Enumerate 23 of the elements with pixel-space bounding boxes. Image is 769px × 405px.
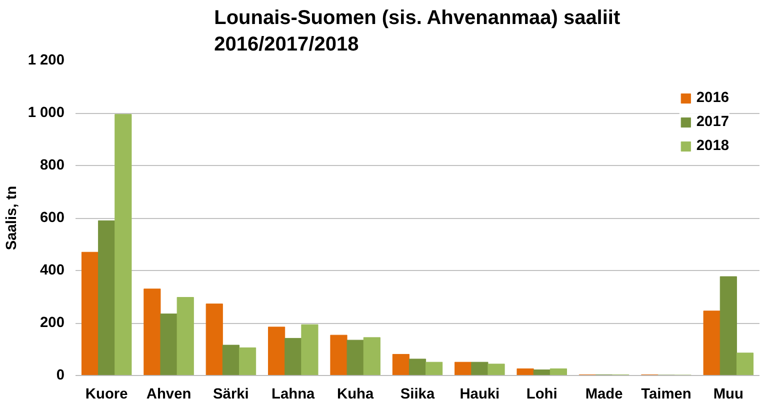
x-tick-label: Made <box>585 386 623 402</box>
x-tick-label: Hauki <box>460 386 500 402</box>
x-tick-label: Kuha <box>337 386 374 402</box>
chart-title: Lounais-Suomen (sis. Ahvenanmaa) saaliit 2016/2017/2018 <box>214 7 620 56</box>
y-tick-label: 800 <box>40 158 65 174</box>
y-tick-label: 1 200 <box>28 52 65 68</box>
x-tick-label: Lohi <box>526 386 558 402</box>
x-tick-label: Muu <box>713 386 744 402</box>
x-tick-label: Kuore <box>85 386 128 402</box>
y-tick-label: 1 000 <box>28 105 65 121</box>
legend-label: 2017 <box>696 114 729 130</box>
y-tick-label: 600 <box>40 210 65 226</box>
legend-label: 2016 <box>696 90 729 106</box>
x-tick-label: Lahna <box>272 386 316 402</box>
x-tick-label: Särki <box>213 386 249 402</box>
legend-label: 2018 <box>696 138 729 154</box>
x-tick-label: Taimen <box>641 386 692 402</box>
x-tick-label: Siika <box>400 386 436 402</box>
y-tick-label: 200 <box>40 315 65 331</box>
x-tick-label: Ahven <box>146 386 192 402</box>
y-tick-label: 0 <box>56 368 65 384</box>
y-axis-title: Saalis, tn <box>4 186 20 250</box>
y-tick-label: 400 <box>40 262 65 278</box>
